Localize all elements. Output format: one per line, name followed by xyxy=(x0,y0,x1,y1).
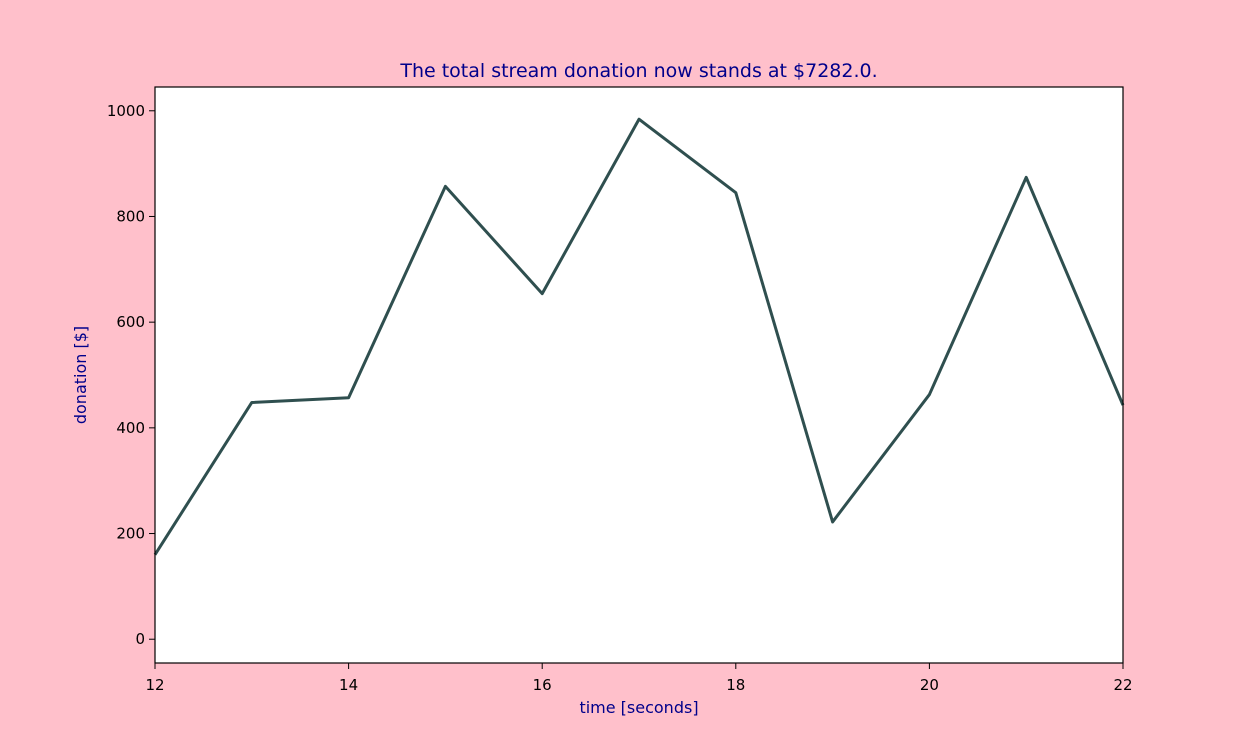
x-tick-label: 20 xyxy=(920,676,939,694)
x-tick-label: 18 xyxy=(726,676,745,694)
y-tick-label: 400 xyxy=(116,419,145,437)
x-tick-label: 12 xyxy=(145,676,164,694)
y-tick-label: 0 xyxy=(135,630,145,648)
y-tick-label: 800 xyxy=(116,207,145,225)
y-axis-label: donation [$] xyxy=(71,326,90,424)
series-group xyxy=(153,117,1125,556)
y-axis-ticks: 0 200 400 600 800 1000 xyxy=(107,102,155,648)
y-tick-label: 600 xyxy=(116,313,145,331)
x-axis-label: time [seconds] xyxy=(579,698,698,717)
plot-area-background xyxy=(155,87,1123,663)
x-axis-ticks: 12 14 16 18 20 22 xyxy=(145,663,1133,694)
x-tick-label: 14 xyxy=(339,676,358,694)
x-tick-label: 22 xyxy=(1113,676,1132,694)
y-tick-label: 200 xyxy=(116,525,145,543)
plot-area-frame xyxy=(154,86,1124,664)
series-line xyxy=(153,117,1125,556)
x-tick-label: 16 xyxy=(533,676,552,694)
y-tick-label: 1000 xyxy=(107,102,145,120)
chart-title: The total stream donation now stands at … xyxy=(399,60,877,82)
